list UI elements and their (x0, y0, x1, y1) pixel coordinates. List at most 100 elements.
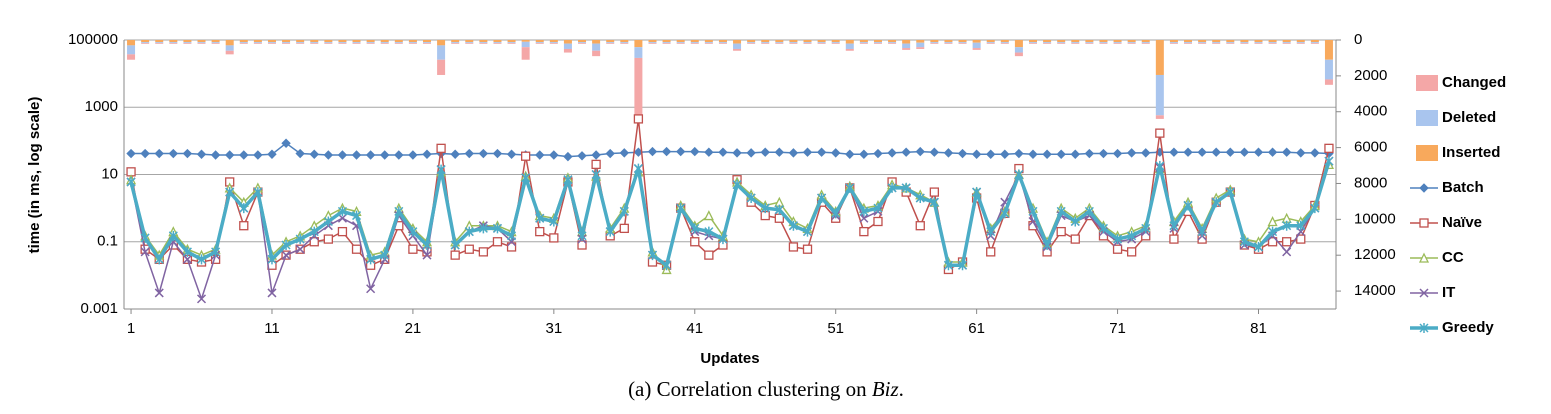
point (887, 182, 897, 193)
point (633, 114, 644, 124)
bar-segment (1254, 42, 1263, 44)
bar-segment (507, 43, 516, 44)
point (365, 150, 376, 160)
point (1211, 147, 1221, 157)
bar-segment (1043, 43, 1052, 44)
point (986, 149, 996, 159)
point (647, 250, 658, 261)
point (577, 240, 587, 250)
bar-segment (366, 40, 375, 43)
bar-segment (578, 40, 587, 43)
point (1169, 147, 1179, 157)
bar-segment (1113, 40, 1122, 43)
bar-segment (606, 43, 615, 44)
x-tick-label: 51 (827, 320, 844, 337)
bar-segment (775, 42, 784, 44)
point (591, 159, 601, 170)
bar-segment (169, 40, 178, 43)
bar-segment (394, 42, 403, 44)
point (1296, 148, 1306, 158)
bar-segment (761, 43, 770, 44)
bar-segment (733, 43, 742, 49)
point (1211, 197, 1221, 208)
point (1014, 169, 1024, 180)
point (295, 234, 305, 245)
bar-segment (831, 40, 840, 43)
point (225, 187, 235, 198)
bar-segment (352, 43, 361, 44)
point (817, 193, 827, 204)
bar-segment (916, 47, 925, 49)
bar-segment (902, 40, 911, 44)
bar-segment (972, 48, 981, 50)
point (1112, 148, 1123, 159)
bar-segment (944, 43, 953, 44)
point (957, 148, 968, 159)
bar-segment (1014, 47, 1023, 53)
bar-segment (592, 50, 601, 57)
bar-segment (648, 40, 657, 43)
bar-segment (592, 40, 601, 44)
bar-segment (408, 40, 417, 43)
point (1239, 147, 1250, 157)
bar-segment (803, 42, 812, 44)
bar-segment (127, 54, 136, 60)
bar-segment (239, 43, 248, 44)
bar-segment (1169, 43, 1178, 44)
point (196, 254, 207, 265)
bar-segment (380, 42, 389, 44)
bar-segment (1268, 43, 1277, 44)
bar-segment (1310, 42, 1319, 44)
bar-segment (747, 40, 756, 43)
bar-segment (761, 42, 770, 44)
point (436, 164, 446, 175)
point (901, 182, 911, 193)
point (521, 172, 531, 183)
bar-segment (747, 43, 756, 44)
point (703, 210, 714, 221)
bar-segment (930, 40, 939, 43)
bar-segment (803, 43, 812, 44)
bar-segment (916, 40, 925, 43)
bar-segment (1000, 40, 1009, 43)
bar-segment (296, 42, 305, 44)
point (788, 242, 799, 252)
legend-label: Deleted (1442, 109, 1496, 126)
bar-segment (155, 42, 164, 44)
bar-segment (521, 40, 530, 42)
bar-segment (930, 42, 939, 44)
bar-segment (310, 43, 319, 44)
point (224, 150, 235, 160)
bar-segment (141, 43, 150, 44)
bar-segment (789, 42, 798, 44)
bar-segment (1099, 42, 1108, 44)
bar-segment (423, 42, 431, 44)
bar-segment (916, 42, 925, 48)
bar-segment (775, 43, 784, 44)
bar-segment (1268, 42, 1277, 44)
point (1056, 226, 1066, 237)
bar-segment (479, 40, 488, 43)
bar-segment (1254, 40, 1263, 43)
legend-label: Inserted (1442, 144, 1500, 161)
bar-segment (817, 40, 826, 43)
point (1098, 223, 1109, 234)
bar-segment (1141, 43, 1150, 44)
point (1296, 220, 1306, 231)
legend-label: IT (1442, 284, 1455, 301)
bar-segment (1212, 42, 1221, 44)
bar-segment (155, 40, 164, 43)
bar-segment (1000, 42, 1009, 44)
point (323, 216, 333, 227)
legend-swatch (1416, 110, 1438, 126)
point (182, 246, 192, 257)
point (422, 149, 432, 159)
point (915, 193, 925, 204)
point (267, 254, 277, 265)
point (535, 226, 545, 237)
bar-segment (775, 40, 784, 43)
point (661, 146, 672, 157)
bar-segment (648, 42, 657, 44)
bar-segment (141, 40, 150, 43)
